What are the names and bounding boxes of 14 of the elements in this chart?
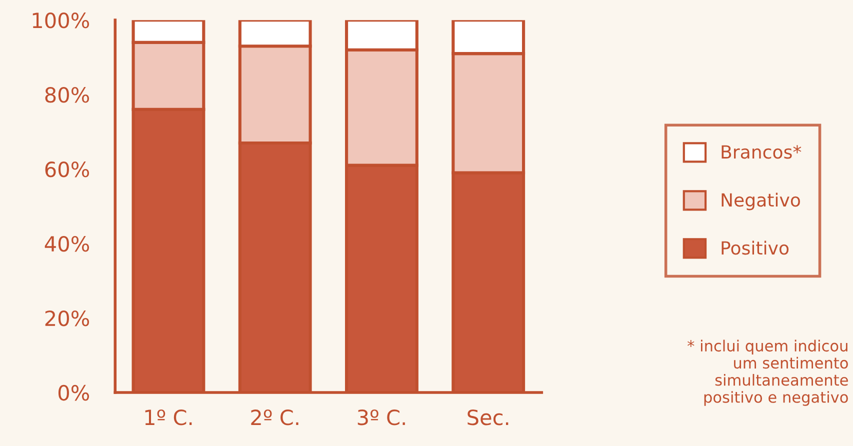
y-tick-label: 100%	[32, 12, 90, 28]
y-tick-label: 80%	[45, 87, 90, 103]
x-tick-label: Sec.	[468, 410, 508, 426]
y-tick-label: 60%	[45, 161, 90, 178]
text: * inclui quem indicou um sentimento simultaneamente positivo e negativo	[688, 340, 848, 406]
x-tick-label: 3º C.	[358, 410, 405, 426]
legend-label: Brancos*	[722, 145, 802, 159]
y-tick-label: 20%	[45, 310, 90, 326]
y-tick-label: 40%	[44, 236, 90, 252]
legend-label: Positivo	[722, 240, 789, 255]
x-tick-label: 1º C.	[145, 410, 192, 426]
x-tick-label: 2º C.	[251, 410, 298, 426]
y-tick-label: 0%	[58, 384, 90, 401]
legend-label: Negativo	[722, 192, 800, 210]
